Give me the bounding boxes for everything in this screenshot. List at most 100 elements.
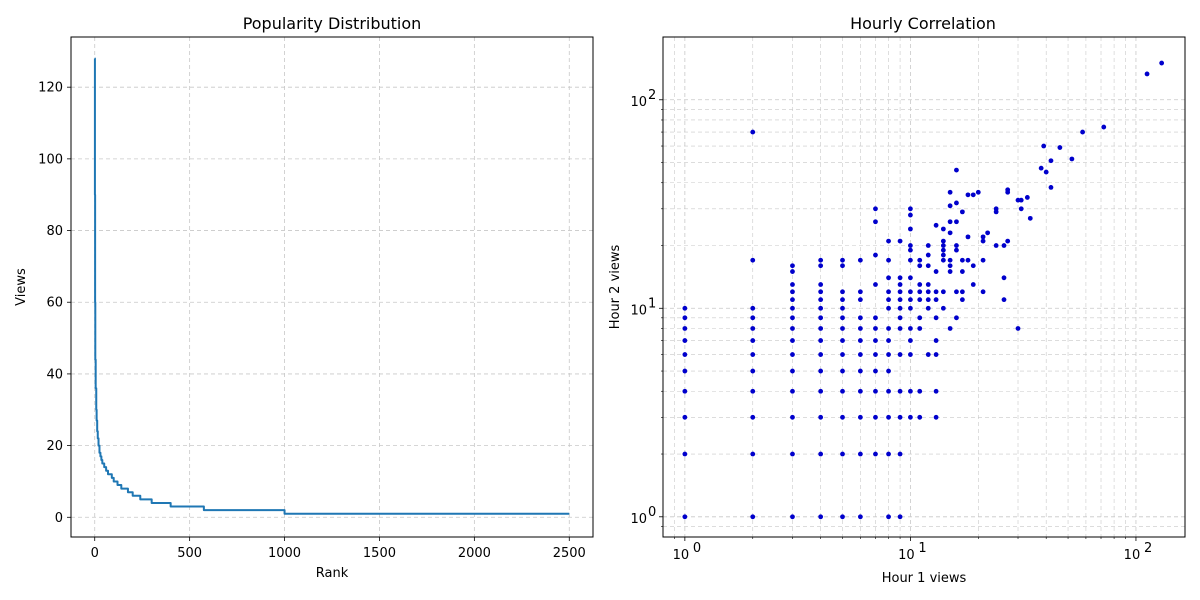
scatter-point	[965, 257, 971, 263]
scatter-point	[908, 206, 913, 212]
scatter-point	[1159, 60, 1165, 66]
scatter-point	[873, 352, 878, 357]
y-tick-label: 40	[46, 367, 63, 382]
scatter-point	[886, 451, 891, 457]
scatter-point	[886, 275, 891, 281]
scatter-point	[908, 297, 913, 303]
scatter-point	[933, 289, 939, 295]
scatter-point	[908, 212, 913, 218]
scatter-point	[933, 297, 939, 303]
scatter-point	[750, 305, 756, 311]
y-axis-label: Hour 2 views	[608, 244, 623, 329]
scatter-point	[873, 252, 878, 258]
scatter-point	[750, 315, 756, 321]
y-tick-label: 120	[38, 81, 63, 96]
x-tick-label: 2000	[458, 546, 491, 561]
scatter-point	[886, 297, 891, 303]
scatter-point	[954, 289, 959, 295]
scatter-point	[1024, 195, 1030, 200]
scatter-point	[840, 338, 845, 343]
scatter-point	[925, 263, 931, 269]
scatter-point	[947, 230, 953, 236]
scatter-point	[947, 263, 953, 269]
scatter-point	[840, 297, 845, 303]
scatter-point	[940, 289, 946, 295]
scatter-point	[873, 206, 878, 212]
plot-frame	[662, 36, 1186, 538]
scatter-point	[908, 338, 913, 343]
scatter-point	[886, 238, 891, 244]
scatter-point	[993, 243, 999, 248]
scatter-point	[970, 192, 976, 198]
scatter-point	[897, 297, 903, 303]
scatter-point	[954, 247, 959, 253]
scatter-point	[947, 203, 953, 209]
x-tick-label: 10	[673, 548, 690, 563]
scatter-point	[925, 243, 931, 248]
scatter-point	[954, 243, 959, 248]
tick-labels: 10 0 10 1 10 210 010 110 2	[630, 88, 1152, 563]
scatter-point	[897, 289, 903, 295]
scatter-point	[750, 129, 756, 135]
scatter-point	[908, 305, 913, 311]
scatter-point	[908, 414, 913, 420]
y-tick-exponent: 2	[648, 88, 656, 103]
x-tick-label: 10	[1124, 548, 1141, 563]
scatter-point	[980, 289, 986, 295]
scatter-point	[682, 451, 688, 457]
scatter-point	[980, 257, 986, 263]
scatter-point	[818, 326, 824, 331]
scatter-point	[857, 315, 863, 321]
scatter-point	[917, 282, 923, 287]
scatter-point	[857, 388, 863, 394]
scatter-point	[940, 247, 946, 253]
scatter-point	[917, 257, 923, 263]
scatter-point	[959, 297, 965, 303]
scatter-point	[970, 282, 976, 287]
x-tick-label: 10	[898, 548, 915, 563]
scatter-point	[925, 305, 931, 311]
scatter-point	[840, 352, 845, 357]
scatter-point	[857, 352, 863, 357]
scatter-point	[750, 451, 756, 457]
scatter-point	[985, 230, 991, 236]
scatter-point	[925, 289, 931, 295]
plot-frame	[70, 36, 594, 538]
scatter-point	[790, 414, 795, 420]
scatter-point	[1101, 124, 1107, 130]
scatter-point	[959, 257, 965, 263]
scatter-point	[750, 352, 756, 357]
scatter-point	[908, 257, 913, 263]
scatter-point	[940, 226, 946, 232]
scatter-point	[886, 514, 891, 520]
scatter-point	[925, 297, 931, 303]
scatter-point	[965, 234, 971, 240]
views-line	[93, 57, 570, 515]
scatter-point	[897, 451, 903, 457]
y-tick-label: 80	[46, 224, 63, 239]
scatter-point	[1057, 145, 1063, 150]
scatter-point	[750, 257, 756, 263]
scatter-point	[947, 326, 953, 331]
scatter-point	[750, 368, 756, 374]
scatter-point	[682, 388, 688, 394]
scatter-point	[790, 514, 795, 520]
scatter-point	[959, 289, 965, 295]
scatter-point	[840, 514, 845, 520]
x-tick-label: 2500	[553, 546, 586, 561]
scatter-point	[917, 388, 923, 394]
scatter-point	[857, 451, 863, 457]
scatter-point	[840, 305, 845, 311]
scatter-point	[886, 352, 891, 357]
scatter-point	[908, 226, 913, 232]
scatter-point	[908, 388, 913, 394]
y-tick-label: 10	[630, 303, 647, 318]
scatter-point	[1015, 326, 1021, 331]
scatter-points	[682, 60, 1165, 520]
scatter-point	[886, 257, 891, 263]
scatter-point	[682, 315, 688, 321]
scatter-point	[682, 305, 688, 311]
scatter-point	[886, 368, 891, 374]
scatter-point	[980, 234, 986, 240]
